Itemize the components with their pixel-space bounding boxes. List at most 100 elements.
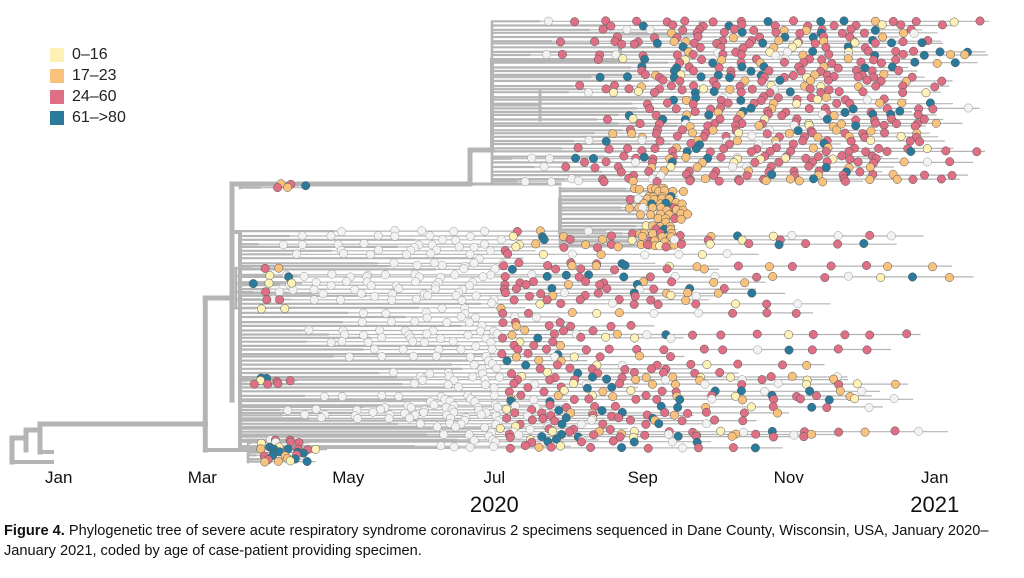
tree-tip	[524, 308, 533, 318]
tree-tip	[737, 27, 747, 37]
tree-tip	[865, 330, 875, 340]
tree-tip	[567, 308, 577, 317]
tree-tip	[486, 270, 496, 280]
tree-tip	[699, 344, 709, 354]
tree-tip	[808, 47, 818, 56]
tree-tip	[480, 226, 490, 236]
tree-tip	[608, 392, 618, 402]
tree-tip	[915, 137, 925, 147]
tree-tip	[751, 429, 761, 439]
tree-tip	[415, 419, 425, 429]
tree-tip	[834, 87, 844, 97]
tree-tip	[655, 136, 665, 146]
tree-tip	[713, 70, 723, 80]
tree-tip	[577, 437, 586, 447]
tree-tip	[498, 333, 508, 343]
figure-caption: Figure 4. Phylogenetic tree of severe ac…	[4, 521, 1004, 561]
tree-tip	[669, 410, 679, 420]
tree-tip	[561, 162, 571, 172]
tree-tip	[694, 443, 703, 453]
tree-tip	[807, 402, 817, 412]
tree-tip	[523, 383, 533, 393]
tree-tip	[688, 128, 697, 138]
tree-tip	[757, 76, 767, 86]
tree-tip	[523, 348, 533, 358]
tree-tip	[274, 263, 284, 273]
tree-tip	[520, 441, 530, 451]
tree-tip	[641, 373, 651, 383]
tree-tip	[853, 157, 863, 167]
tree-tip	[603, 114, 612, 124]
tree-tip	[456, 312, 466, 322]
tree-tip	[521, 280, 531, 290]
tree-tip	[813, 132, 823, 142]
tree-tip	[681, 95, 691, 105]
tree-tip	[432, 422, 442, 432]
tree-tip	[542, 50, 551, 60]
tree-tip	[617, 443, 627, 453]
tree-tip	[889, 394, 899, 404]
tree-tip	[569, 379, 578, 389]
tree-tip	[297, 240, 307, 250]
tree-tip	[422, 329, 432, 339]
tree-tip	[419, 407, 429, 417]
tree-tip	[650, 144, 660, 153]
tree-tip	[486, 246, 495, 256]
tree-tip	[420, 337, 429, 347]
tree-tip	[620, 260, 630, 270]
tree-tip	[846, 24, 856, 34]
tree-tip	[843, 271, 853, 281]
tree-tip	[285, 456, 295, 466]
tree-tip	[826, 261, 836, 271]
tree-tip	[732, 136, 742, 146]
tree-tip	[465, 281, 474, 290]
tree-tip	[551, 264, 561, 274]
tree-tip	[766, 372, 776, 382]
tree-tip	[590, 37, 600, 46]
tree-tip	[910, 57, 920, 67]
tree-tip	[689, 38, 699, 48]
tree-tip	[610, 265, 619, 275]
tree-tip	[937, 20, 947, 30]
tree-tip	[863, 46, 873, 56]
tree-tip	[502, 356, 512, 366]
tree-tip	[677, 125, 687, 135]
x-tick-label: Mar	[187, 468, 217, 487]
tree-tip	[805, 386, 815, 396]
tree-tip	[752, 272, 762, 282]
tree-tip	[542, 295, 552, 305]
tree-tip	[737, 62, 747, 72]
tree-tip	[898, 37, 908, 47]
tree-tip	[714, 176, 724, 186]
tree-tip	[260, 457, 270, 467]
tree-tip	[602, 374, 612, 384]
tree-tip	[612, 329, 622, 339]
tree-tip	[598, 24, 608, 34]
tree-tip	[588, 326, 598, 336]
tree-tip	[822, 114, 832, 124]
tree-tip	[762, 299, 772, 309]
tree-tip	[318, 289, 328, 299]
tree-tip	[905, 136, 915, 146]
tree-tip	[356, 288, 366, 298]
legend-swatch	[50, 68, 64, 83]
tree-tip	[451, 422, 461, 432]
x-tick-label: Jan	[921, 468, 949, 487]
tree-tip	[573, 176, 583, 186]
tree-tip	[602, 284, 612, 293]
tree-tip	[498, 308, 508, 318]
tree-tip	[436, 441, 446, 451]
tree-tip	[634, 184, 644, 194]
tree-tip	[678, 42, 688, 52]
tree-tip	[422, 313, 432, 323]
legend-item: 24–60	[50, 86, 126, 107]
tree-tip	[886, 231, 896, 241]
tree-tip	[615, 379, 625, 388]
tree-tip	[487, 344, 497, 354]
tree-tip	[666, 352, 675, 362]
tree-tip	[569, 352, 579, 362]
tree-tip	[762, 308, 772, 318]
tree-tip	[510, 408, 520, 418]
tree-tip	[501, 288, 510, 298]
